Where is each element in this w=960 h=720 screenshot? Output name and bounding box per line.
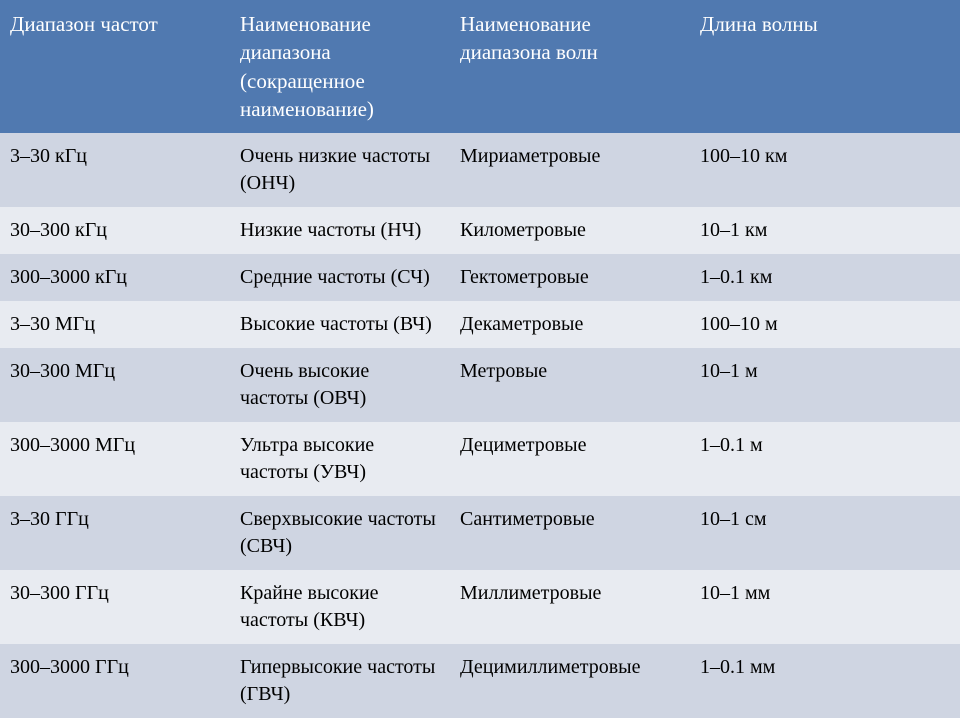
col-header-wavelength: Длина волны (690, 0, 960, 133)
cell-wave-band-name: Миллиметровые (450, 570, 690, 644)
cell-wave-band-name: Гектометровые (450, 254, 690, 301)
cell-band-name: Ультра высокие частоты (УВЧ) (230, 422, 450, 496)
table-header-row: Диапазон частот Наименование диапазона (… (0, 0, 960, 133)
cell-wavelength: 100–10 км (690, 133, 960, 207)
cell-band-name: Гипервысокие частоты (ГВЧ) (230, 644, 450, 718)
cell-wave-band-name: Декаметровые (450, 301, 690, 348)
cell-wavelength: 1–0.1 мм (690, 644, 960, 718)
cell-wave-band-name: Сантиметровые (450, 496, 690, 570)
cell-wave-band-name: Мириаметровые (450, 133, 690, 207)
cell-wavelength: 100–10 м (690, 301, 960, 348)
cell-band-name: Крайне высокие частоты (КВЧ) (230, 570, 450, 644)
cell-frequency-range: 300–3000 ГГц (0, 644, 230, 718)
cell-band-name: Высокие частоты (ВЧ) (230, 301, 450, 348)
cell-frequency-range: 3–30 ГГц (0, 496, 230, 570)
cell-band-name: Сверхвысокие частоты (СВЧ) (230, 496, 450, 570)
col-header-frequency-range: Диапазон частот (0, 0, 230, 133)
table-row: 30–300 ГГц Крайне высокие частоты (КВЧ) … (0, 570, 960, 644)
table-row: 3–30 МГц Высокие частоты (ВЧ) Декаметров… (0, 301, 960, 348)
table-row: 3–30 ГГц Сверхвысокие частоты (СВЧ) Сант… (0, 496, 960, 570)
cell-frequency-range: 300–3000 МГц (0, 422, 230, 496)
cell-wave-band-name: Дециметровые (450, 422, 690, 496)
cell-band-name: Средние частоты (СЧ) (230, 254, 450, 301)
frequency-bands-table: Диапазон частот Наименование диапазона (… (0, 0, 960, 718)
cell-wavelength: 10–1 м (690, 348, 960, 422)
table-row: 30–300 МГц Очень высокие частоты (ОВЧ) М… (0, 348, 960, 422)
table-row: 3–30 кГц Очень низкие частоты (ОНЧ) Мири… (0, 133, 960, 207)
table-row: 300–3000 МГц Ультра высокие частоты (УВЧ… (0, 422, 960, 496)
table-row: 30–300 кГц Низкие частоты (НЧ) Километро… (0, 207, 960, 254)
table-row: 300–3000 кГц Средние частоты (СЧ) Гектом… (0, 254, 960, 301)
cell-frequency-range: 3–30 МГц (0, 301, 230, 348)
cell-band-name: Очень низкие частоты (ОНЧ) (230, 133, 450, 207)
cell-frequency-range: 30–300 ГГц (0, 570, 230, 644)
cell-wavelength: 10–1 км (690, 207, 960, 254)
cell-wave-band-name: Километровые (450, 207, 690, 254)
col-header-band-name: Наименование диапазона (сокращенное наим… (230, 0, 450, 133)
cell-wavelength: 1–0.1 м (690, 422, 960, 496)
cell-wave-band-name: Метровые (450, 348, 690, 422)
col-header-wave-band-name: Наименование диапазона волн (450, 0, 690, 133)
cell-frequency-range: 30–300 МГц (0, 348, 230, 422)
cell-wavelength: 10–1 см (690, 496, 960, 570)
cell-frequency-range: 30–300 кГц (0, 207, 230, 254)
cell-band-name: Очень высокие частоты (ОВЧ) (230, 348, 450, 422)
table-row: 300–3000 ГГц Гипервысокие частоты (ГВЧ) … (0, 644, 960, 718)
cell-frequency-range: 300–3000 кГц (0, 254, 230, 301)
cell-wavelength: 10–1 мм (690, 570, 960, 644)
cell-band-name: Низкие частоты (НЧ) (230, 207, 450, 254)
cell-wave-band-name: Децимиллиметровые (450, 644, 690, 718)
cell-frequency-range: 3–30 кГц (0, 133, 230, 207)
cell-wavelength: 1–0.1 км (690, 254, 960, 301)
